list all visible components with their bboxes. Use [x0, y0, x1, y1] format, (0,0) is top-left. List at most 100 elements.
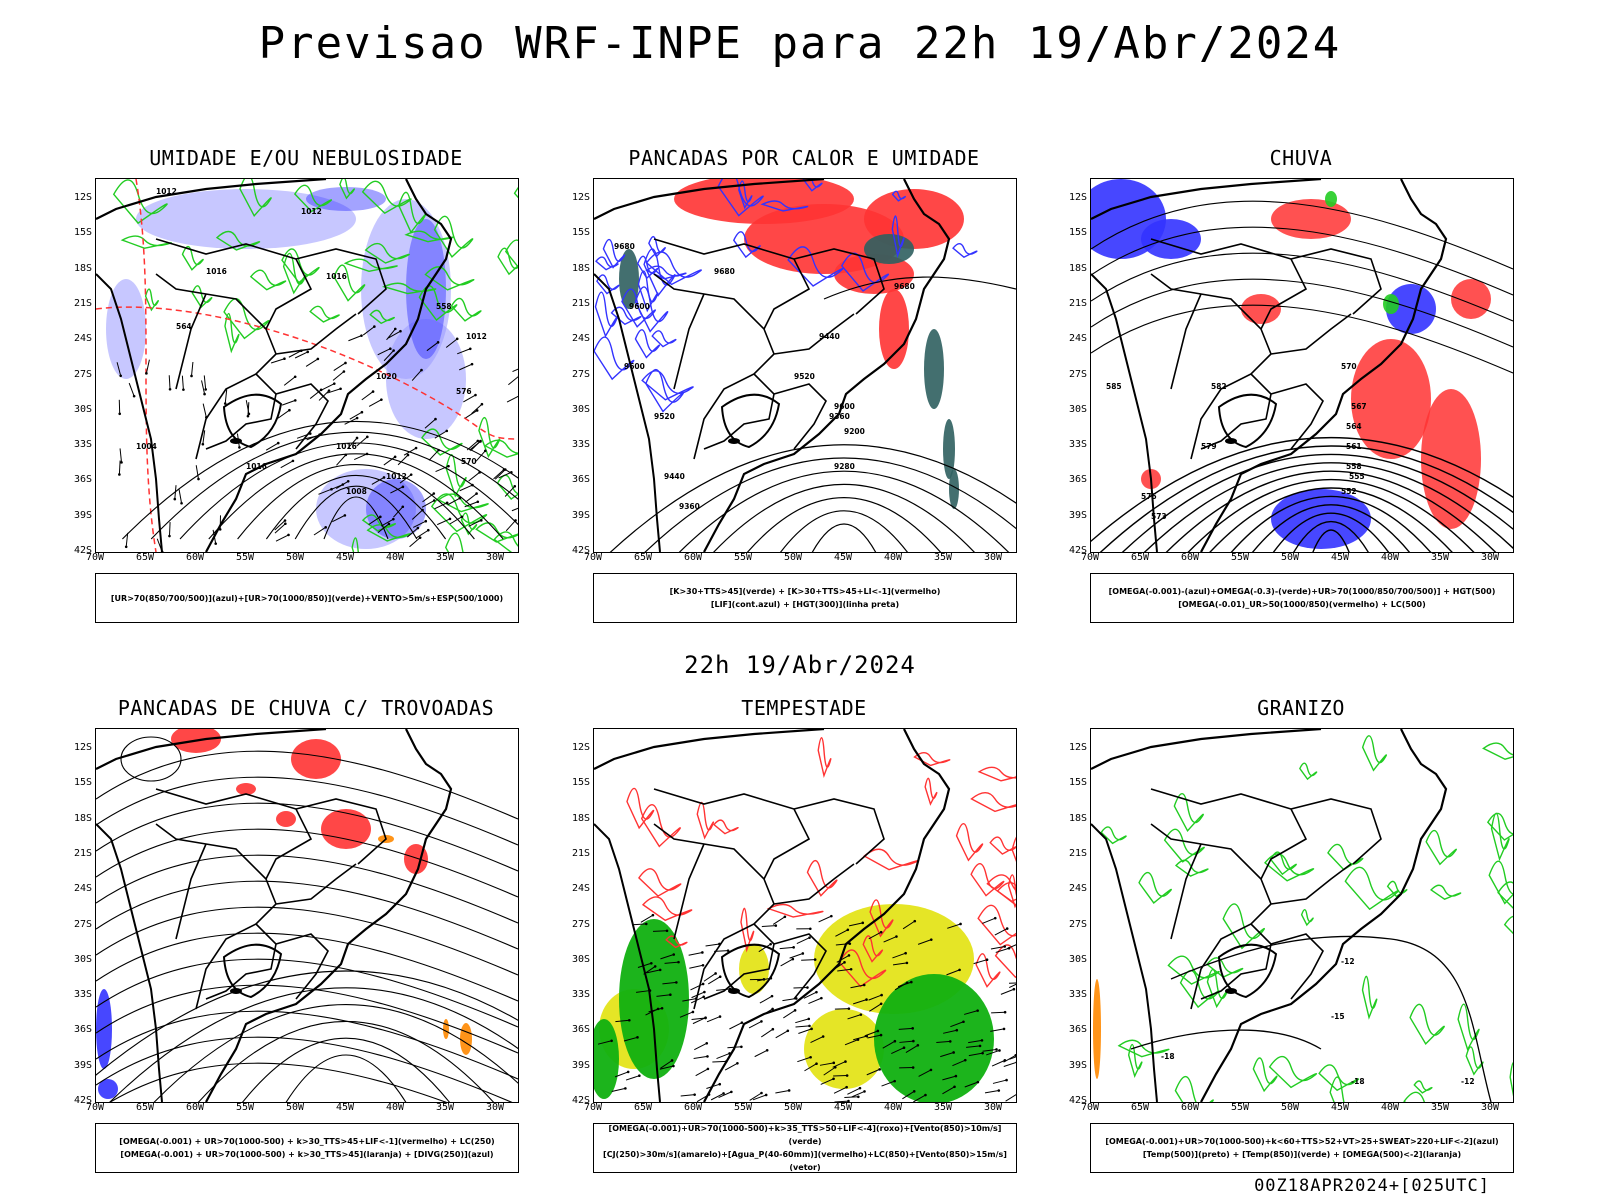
temp850-contour [1299, 762, 1318, 781]
temp850-contour [1488, 860, 1513, 905]
wind-vector [178, 489, 183, 504]
lifted-index-contour [596, 274, 620, 295]
bottom-row-subtitle: 22h 19/Abr/2024 [684, 651, 916, 679]
latitude-tick-label: 21S [1068, 847, 1087, 859]
hgt300-contour [678, 470, 1010, 552]
wind-vector [752, 1094, 767, 1101]
streamline [109, 1062, 447, 1102]
wind-vector [324, 526, 327, 529]
wind-vector [848, 942, 852, 945]
rh-lowlevel-contour [424, 266, 475, 291]
panel-title-chuva: CHUVA [1269, 146, 1333, 170]
latitude-tick-label: 24S [1068, 333, 1087, 345]
wind-vector [626, 1070, 630, 1074]
country-borders [155, 788, 387, 1010]
wind-vector [764, 1093, 768, 1097]
wind-vector [1009, 983, 1016, 989]
uruguay-border [1217, 943, 1278, 999]
rh-lowlevel-contour [497, 247, 518, 276]
wind-vector [342, 370, 346, 373]
latitude-tick-label: 12S [1068, 742, 1087, 753]
wind-vector [284, 522, 287, 526]
map-graphic-granizo: -12 -15 -18 -12 -18 [1091, 729, 1513, 1102]
wind-vector [963, 1058, 967, 1062]
latitude-tick-label: 33S [571, 989, 590, 1001]
rh-midlevel-shading [386, 319, 466, 439]
wind-vector [809, 927, 812, 931]
latitude-tick-label: 42S [1068, 1095, 1087, 1106]
lake-marker [728, 438, 740, 444]
wind-vector [623, 1036, 638, 1042]
wind-vector [316, 357, 320, 361]
wind-vector [818, 915, 832, 923]
uruguay-border [1217, 393, 1278, 449]
wind-vector [813, 958, 817, 961]
wind-vector [821, 1035, 825, 1038]
contour-label: 576 [1141, 492, 1157, 501]
wind-vector [274, 523, 286, 534]
wind-vector [849, 967, 853, 971]
wind-vector [348, 335, 362, 342]
latitude-tick-label: 27S [73, 918, 92, 930]
lifted-index-contour [634, 286, 669, 333]
wind-vector [390, 486, 404, 494]
wind-vector [214, 542, 218, 545]
wind-vector [463, 394, 476, 403]
latitude-tick-label: 27S [1068, 918, 1087, 930]
precip-water-contour [838, 949, 887, 988]
wind-vector [494, 469, 506, 480]
latitude-tick-label: 21S [571, 847, 590, 859]
wind-vector [892, 962, 907, 966]
wind-vector [344, 417, 358, 425]
hgt300-contour [780, 510, 908, 552]
latitude-tick-label: 42S [73, 545, 92, 556]
wind-vector [662, 981, 677, 985]
lifted-index-contour [643, 248, 676, 297]
wind-vector [793, 1009, 797, 1012]
wind-vector [409, 473, 413, 476]
legend-line: [LIF](cont.azul) + [HGT(300)](linha pret… [710, 600, 900, 609]
wind-vector [470, 362, 474, 366]
wind-vector [706, 1055, 709, 1058]
wind-vector [305, 358, 319, 367]
coastline [96, 729, 453, 1102]
wind-vector [865, 998, 868, 1001]
longitude-tick-label: 30W [983, 552, 1003, 563]
wind-vector [868, 994, 882, 1001]
precip-water-contour [989, 836, 1016, 855]
contour-label: -18 [1351, 1077, 1365, 1086]
humid-unstable-area [864, 234, 914, 264]
wind-vector [809, 1055, 812, 1059]
legend-granizo: [OMEGA(-0.001)+UR>70(1000-500)+k<60+TTS>… [1090, 1123, 1514, 1173]
wind-vector [850, 984, 865, 989]
longitude-tick-label: 70W [1080, 1102, 1100, 1113]
lifted-index-contour [621, 288, 656, 328]
temp850-contour [1205, 957, 1244, 978]
contour-label: 1012 [386, 472, 407, 481]
wind-vector [344, 361, 347, 365]
contour-label: 1012 [301, 207, 322, 216]
rh-lowlevel-contour [381, 282, 437, 295]
wind-vector [332, 514, 346, 523]
wind-vector [701, 963, 705, 967]
wind-vector [506, 395, 518, 403]
longitude-tick-label: 30W [485, 1102, 505, 1113]
omega-ascent-area [1386, 284, 1436, 334]
wind-vector [955, 1028, 959, 1032]
wind-vector [650, 961, 653, 965]
longitude-tick-label: 65W [1130, 552, 1150, 563]
wind-vector [706, 1067, 710, 1071]
thunderstorm-area [291, 739, 341, 779]
wind-vector [346, 479, 350, 483]
streamline [1091, 278, 1513, 348]
wind-vector [330, 487, 333, 491]
latitude-tick-label: 30S [571, 953, 590, 965]
wind-vector [270, 358, 285, 364]
wind-vector [309, 389, 322, 399]
wind-vector [383, 350, 395, 362]
wind-vector [865, 1034, 869, 1038]
wind-vector [962, 1020, 965, 1024]
wind-vector [848, 922, 863, 927]
wind-vector [836, 954, 850, 963]
longitude-tick-label: 40W [883, 1102, 903, 1113]
